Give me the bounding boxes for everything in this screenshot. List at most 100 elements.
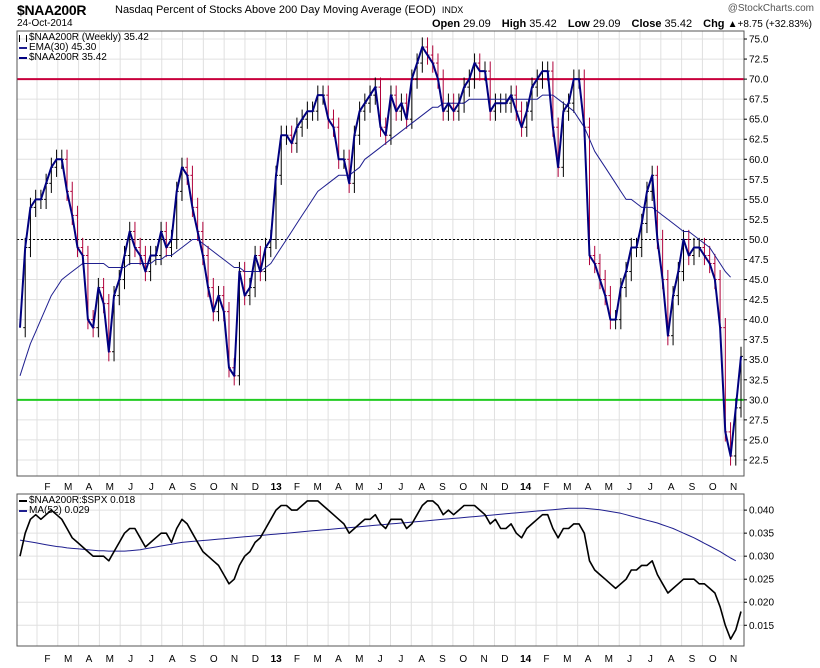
x-tick-label: O	[459, 482, 467, 493]
chart-header: $NAA200R Nasdaq Percent of Stocks Above …	[0, 0, 820, 36]
low-value: 29.09	[592, 18, 621, 30]
x-tick-label: D	[501, 654, 508, 665]
x-tick-label: J	[627, 654, 632, 665]
x-tick-label: 14	[520, 654, 532, 665]
legend-entry: $NAA200R 35.42	[19, 53, 149, 63]
y-tick-label: 32.5	[749, 375, 769, 386]
x-tick-label: S	[689, 654, 696, 665]
y-tick-label: 65.0	[749, 115, 769, 126]
x-tick-label: J	[378, 482, 383, 493]
x-tick-label: F	[543, 482, 549, 493]
y-tick-label: 27.5	[749, 415, 769, 426]
open-label: Open	[431, 18, 461, 30]
x-tick-label: O	[709, 654, 717, 665]
y-tick-label: 72.5	[749, 55, 769, 66]
x-tick-label: J	[398, 482, 403, 493]
chg-value: +8.75 (+32.83%)	[737, 19, 813, 30]
x-tick-label: O	[459, 654, 467, 665]
y-tick-label: 67.5	[749, 95, 769, 106]
x-tick-label: J	[128, 482, 133, 493]
legend-bottom: $NAA200R:$SPX 0.018 MA(52) 0.029	[19, 496, 135, 516]
x-tick-label: S	[689, 482, 696, 493]
y-tick-label: 0.025	[749, 575, 774, 586]
y-tick-label: 62.5	[749, 135, 769, 146]
close-label: Close	[631, 18, 662, 30]
close-value: 35.42	[664, 18, 693, 30]
x-tick-label: M	[355, 482, 363, 493]
x-tick-label: M	[355, 654, 363, 665]
price-stats: Open 29.09 High 35.42 Low 29.09 Close 35…	[424, 18, 812, 30]
legend-swatch	[19, 57, 27, 59]
x-tick-label: M	[64, 482, 72, 493]
ohlc-bars	[23, 37, 743, 466]
x-tick-label: O	[210, 482, 218, 493]
x-tick-label: F	[294, 654, 300, 665]
x-tick-label: J	[627, 482, 632, 493]
x-tick-label: D	[252, 482, 259, 493]
y-tick-label: 0.035	[749, 529, 774, 540]
x-tick-label: 14	[520, 482, 532, 493]
x-tick-label: 13	[271, 482, 283, 493]
legend-swatch	[19, 47, 27, 49]
y-tick-label: 50.0	[749, 235, 769, 246]
chg-arrow: ▲	[727, 19, 738, 30]
legend-entry: $NAA200R (Weekly) 35.42	[19, 33, 149, 43]
y-tick-label: 25.0	[749, 435, 769, 446]
chg-label: Chg	[703, 18, 725, 30]
legend-label: $NAA200R (Weekly) 35.42	[29, 32, 149, 43]
y-tick-label: 22.5	[749, 455, 769, 466]
x-tick-label: F	[543, 654, 549, 665]
x-tick-label: A	[169, 654, 176, 665]
x-tick-label: A	[585, 654, 592, 665]
legend-swatch	[19, 500, 27, 502]
x-tick-label: N	[730, 482, 737, 493]
x-tick-label: M	[605, 654, 613, 665]
x-tick-label: J	[378, 654, 383, 665]
x-tick-label: F	[44, 654, 50, 665]
x-tick-label: N	[480, 482, 487, 493]
high-label: High	[501, 18, 527, 30]
y-tick-label: 40.0	[749, 315, 769, 326]
exchange-label: INDX	[441, 5, 464, 15]
panel-frame	[16, 30, 745, 477]
legend-swatch	[19, 34, 27, 42]
x-tick-label: 13	[271, 654, 283, 665]
legend-label: $NAA200R:$SPX 0.018	[29, 495, 136, 506]
x-tick-label: S	[190, 654, 197, 665]
y-tick-label: 37.5	[749, 335, 769, 346]
y-tick-label: 42.5	[749, 295, 769, 306]
panel-frame	[16, 493, 745, 647]
y-tick-label: 75.0	[749, 35, 769, 46]
chart-date: 24-Oct-2014	[17, 18, 73, 29]
symbol-title: $NAA200R	[17, 2, 87, 18]
y-tick-label: 0.030	[749, 552, 774, 563]
x-tick-label: S	[439, 654, 446, 665]
legend-label: EMA(30) 45.30	[29, 42, 97, 53]
x-tick-label: A	[585, 482, 592, 493]
x-tick-label: D	[501, 482, 508, 493]
legend-label: MA(52) 0.029	[29, 505, 90, 516]
x-tick-label: A	[418, 654, 425, 665]
x-tick-label: M	[563, 654, 571, 665]
low-label: Low	[567, 18, 590, 30]
y-tick-label: 55.0	[749, 195, 769, 206]
x-tick-label: M	[106, 482, 114, 493]
brand-watermark: @StockCharts.com	[727, 3, 814, 14]
x-tick-label: M	[563, 482, 571, 493]
x-tick-label: F	[294, 482, 300, 493]
x-tick-label: A	[86, 482, 93, 493]
x-tick-label: S	[190, 482, 197, 493]
x-tick-label: O	[210, 654, 218, 665]
x-tick-label: O	[709, 482, 717, 493]
x-tick-label: N	[480, 654, 487, 665]
x-tick-label: D	[252, 654, 259, 665]
x-tick-label: S	[439, 482, 446, 493]
x-tick-label: N	[231, 482, 238, 493]
x-tick-label: F	[44, 482, 50, 493]
y-tick-label: 57.5	[749, 175, 769, 186]
x-tick-label: J	[149, 654, 154, 665]
x-tick-label: N	[231, 654, 238, 665]
y-tick-label: 0.015	[749, 621, 774, 632]
description-text: Nasdaq Percent of Stocks Above 200 Day M…	[115, 4, 436, 16]
x-tick-label: A	[668, 654, 675, 665]
